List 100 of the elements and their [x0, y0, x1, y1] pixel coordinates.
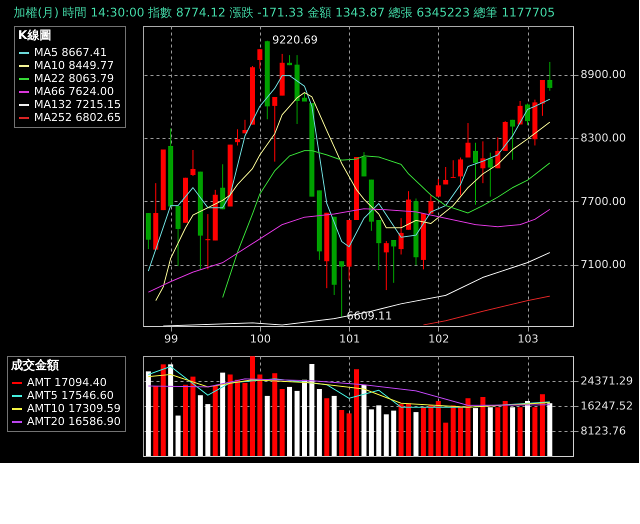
bar — [525, 401, 530, 456]
bar — [316, 389, 322, 456]
annotation: 9220.69 — [272, 34, 318, 47]
candlestick — [480, 140, 486, 184]
bar — [532, 407, 538, 456]
candlestick — [488, 152, 493, 198]
x-tick-label: 102 — [428, 332, 450, 346]
y-tick-label: 8900.00 — [580, 68, 626, 82]
bar — [168, 364, 174, 456]
line-series — [148, 75, 550, 272]
bar — [264, 396, 270, 456]
bar — [302, 380, 307, 456]
legend-label: MA22 8063.79 — [34, 72, 114, 85]
legend-label: MA5 8667.41 — [34, 46, 107, 59]
candlestick — [525, 103, 530, 126]
line-series — [148, 208, 550, 293]
legend-label: AMT10 17309.59 — [27, 402, 121, 415]
bar — [205, 404, 210, 456]
bar — [220, 372, 226, 456]
legend-title: 成交金額 — [10, 358, 59, 372]
legend-label: AMT5 17546.60 — [27, 389, 114, 402]
bar — [228, 374, 233, 456]
bar — [339, 410, 344, 456]
bar — [384, 414, 389, 456]
bar — [540, 394, 545, 456]
candlestick — [391, 240, 396, 284]
bar — [398, 404, 404, 456]
candlestick — [510, 119, 516, 160]
legend-label: AMT20 16586.90 — [27, 415, 121, 428]
bar — [413, 412, 418, 456]
legend-label: MA10 8449.77 — [34, 59, 114, 72]
candlestick — [339, 260, 344, 318]
y-tick-label: 8300.00 — [580, 131, 626, 144]
candlestick — [450, 160, 456, 178]
x-tick-label: 103 — [518, 332, 538, 346]
legend-title: K線圖 — [18, 28, 52, 42]
y-tick-label: 7700.00 — [580, 194, 626, 208]
line-series — [422, 296, 550, 326]
bar — [287, 386, 292, 456]
bar — [309, 364, 314, 456]
bar — [488, 407, 493, 456]
bar — [466, 398, 470, 456]
bar — [160, 364, 166, 456]
bar — [183, 384, 188, 456]
candlestick — [176, 206, 181, 267]
bar — [176, 416, 181, 456]
bar — [368, 409, 374, 456]
bar — [547, 403, 552, 456]
bar — [212, 386, 218, 456]
y-tick-label: 8123.76 — [580, 424, 626, 438]
bar — [391, 410, 396, 456]
legend-label: MA252 6802.65 — [34, 111, 121, 124]
candlestick — [398, 218, 404, 255]
candlestick — [205, 214, 210, 270]
x-tick-label: 100 — [250, 332, 271, 346]
candlestick — [257, 48, 262, 70]
legend-label: MA66 7624.00 — [34, 85, 114, 98]
bar — [450, 405, 456, 456]
bar — [518, 407, 523, 456]
bar — [428, 405, 434, 456]
bar — [242, 382, 248, 456]
candlestick — [361, 152, 366, 177]
bar — [198, 395, 203, 456]
annotation: 6609.11 — [346, 310, 392, 323]
candlestick — [472, 142, 478, 206]
y-tick-label: 16247.52 — [580, 399, 633, 412]
candlestick — [384, 240, 389, 291]
bar — [443, 422, 448, 456]
bar — [510, 407, 516, 456]
bar — [250, 356, 255, 456]
bar — [280, 389, 285, 456]
candlestick — [272, 96, 278, 162]
candlestick — [220, 164, 226, 210]
candlestick — [235, 128, 240, 146]
candlestick — [540, 79, 545, 116]
bar — [406, 403, 412, 456]
candlestick — [466, 122, 470, 158]
line-series — [155, 92, 550, 302]
bar — [346, 413, 352, 456]
candlestick — [443, 166, 448, 185]
bar — [324, 398, 330, 456]
candlestick — [458, 157, 464, 196]
bar — [502, 401, 508, 456]
legend-label: MA132 7215.15 — [34, 98, 121, 111]
candlestick — [547, 61, 552, 92]
chart-title: 加權(月) 時間 14:30:00 指數 8774.12 漲跌 -171.33 金額 1343.87 總張 6345223 總筆 1177705 — [14, 6, 555, 20]
bar — [361, 384, 366, 456]
bar — [235, 380, 240, 456]
line-series — [222, 150, 550, 298]
bar — [495, 407, 500, 456]
y-tick-label: 7100.00 — [580, 258, 626, 272]
bar — [458, 407, 464, 456]
bar — [146, 371, 151, 456]
bar — [190, 376, 196, 456]
x-tick-label: 99 — [164, 332, 178, 346]
bar — [420, 407, 426, 456]
bar — [354, 369, 359, 456]
bar — [472, 408, 478, 456]
line-series — [162, 252, 550, 326]
candlestick — [376, 220, 382, 271]
